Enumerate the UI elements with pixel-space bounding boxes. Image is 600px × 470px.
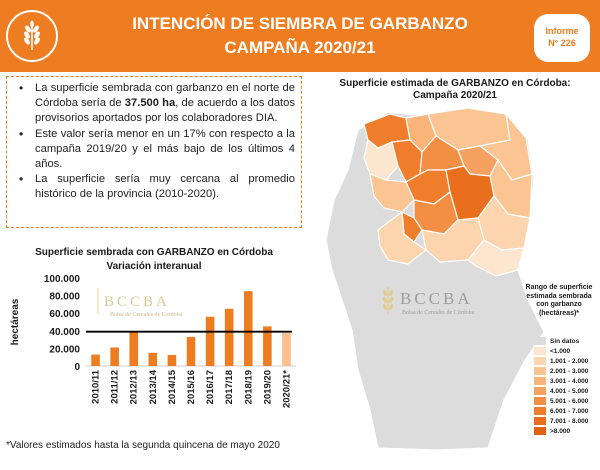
legend-title: Rango de superficie estimada sembrada co… xyxy=(525,284,593,317)
legend-item: 3.001 - 4.000 xyxy=(534,376,588,386)
map-watermark: BCCBA Bolsa de Cereales de Córdoba xyxy=(382,287,475,316)
map-watermark-text: BCCBA xyxy=(400,289,473,308)
summary-item: Este valor sería menor en un 17% con res… xyxy=(15,127,295,173)
legend-swatch xyxy=(534,397,546,405)
wheat-logo-icon xyxy=(6,10,58,62)
x-tick-label: 2014/15 xyxy=(167,369,178,404)
map-watermark-sub: Bolsa de Cereales de Córdoba xyxy=(402,310,475,316)
legend-label: 1.001 - 2.000 xyxy=(550,357,589,365)
summary-item: La superficie sembrada con garbanzo en e… xyxy=(15,81,295,127)
y-tick-label: 60.000 xyxy=(49,309,80,320)
y-tick-label: 0 xyxy=(74,362,80,373)
x-tick-label: 2010/11 xyxy=(91,369,102,404)
legend-swatch xyxy=(534,417,546,425)
y-tick-label: 80.000 xyxy=(49,292,80,303)
map-region-west-1 xyxy=(363,138,399,181)
legend-item: Sin datos xyxy=(534,336,588,346)
map-legend: Sin datos <1.000 1.001 - 2.000 2.001 - 3.00… xyxy=(534,336,588,436)
legend-item: 6.001 - 7.000 xyxy=(534,406,588,416)
legend-label: 3.001 - 4.000 xyxy=(550,377,589,385)
legend-item: 1.001 - 2.000 xyxy=(534,356,588,366)
legend-label: 7.001 - 8.000 xyxy=(550,417,589,425)
bar-2017/18 xyxy=(224,308,234,366)
chart-watermark-sub: Bolsa de Cereales de Córdoba xyxy=(110,312,183,318)
chart-title-line: Superficie sembrada con GARBANZO en Córd… xyxy=(35,247,273,258)
watermark-wheat-icon xyxy=(382,287,394,315)
legend-label: 4.001 - 5.000 xyxy=(550,387,589,395)
badge-label: Informe xyxy=(545,26,579,36)
report-badge: Informe N° 226 xyxy=(534,14,590,62)
summary-item: La superficie sería muy cercana al prome… xyxy=(15,172,295,202)
legend-swatch xyxy=(534,357,546,365)
legend-item: 5.001 - 6.000 xyxy=(534,396,588,406)
header-banner: INTENCIÓN DE SIEMBRA DE GARBANZO CAMPAÑA… xyxy=(0,0,600,72)
legend-label: 6.001 - 7.000 xyxy=(550,407,589,415)
legend-swatch xyxy=(534,367,546,375)
cordoba-map: BCCBA Bolsa de Cereales de Córdoba xyxy=(325,107,545,451)
map-region-south-west xyxy=(377,210,428,265)
x-tick-label: 2012/13 xyxy=(129,370,140,404)
footnote: *Valores estimados hasta la segunda quin… xyxy=(6,440,280,451)
chart-watermark-text: BCCBA xyxy=(104,294,170,310)
bar-2016/17 xyxy=(205,316,215,366)
x-tick-label: 2011/12 xyxy=(110,370,121,404)
legend-label: 5.001 - 6.000 xyxy=(550,397,589,405)
x-tick-label: 2019/20 xyxy=(262,370,273,404)
y-tick-label: 100.000 xyxy=(44,274,81,285)
y-axis-label: hectáreas xyxy=(10,298,21,345)
bar-2013/14 xyxy=(148,352,158,366)
bar-2014/15 xyxy=(167,355,177,366)
y-tick-label: 20.000 xyxy=(49,344,80,355)
summary-box: La superficie sembrada con garbanzo en e… xyxy=(6,76,302,228)
legend-item: <1.000 xyxy=(534,346,588,356)
map-title: Superficie estimada de GARBANZO en Córdo… xyxy=(320,78,590,102)
bar-2012/13 xyxy=(129,331,139,366)
bar-2011/12 xyxy=(110,347,119,366)
bar-2020/21* xyxy=(282,333,291,366)
legend-swatch xyxy=(534,407,546,415)
legend-swatch xyxy=(534,377,546,385)
bar-2015/16 xyxy=(186,336,196,366)
summary-list: La superficie sembrada con garbanzo en e… xyxy=(15,81,295,203)
bar-2010/11 xyxy=(91,354,100,366)
legend-label: 2.001 - 3.000 xyxy=(550,367,589,375)
legend-swatch xyxy=(534,427,546,435)
x-tick-label: 2017/18 xyxy=(224,370,235,404)
legend-label: <1.000 xyxy=(550,347,571,355)
legend-swatch xyxy=(534,387,546,395)
legend-item: >8.000 xyxy=(534,426,588,436)
x-tick-label: 2015/16 xyxy=(186,370,197,404)
bar-2019/20 xyxy=(263,326,272,366)
legend-item: 4.001 - 5.000 xyxy=(534,386,588,396)
page-title: INTENCIÓN DE SIEMBRA DE GARBANZO CAMPAÑA… xyxy=(80,12,520,60)
bar-chart-title: Superficie sembrada con GARBANZO en Córd… xyxy=(6,246,302,274)
map-title-line-2: Campaña 2020/21 xyxy=(413,90,497,101)
x-tick-label: 2016/17 xyxy=(205,370,216,404)
legend-swatch xyxy=(534,337,546,345)
x-tick-label: 2020/21* xyxy=(281,370,292,408)
title-line-1: INTENCIÓN DE SIEMBRA DE GARBANZO xyxy=(132,14,468,33)
badge-number: N° 226 xyxy=(548,38,576,48)
y-tick-label: 40.000 xyxy=(49,327,80,338)
legend-label: Sin datos xyxy=(550,337,580,345)
x-tick-label: 2013/14 xyxy=(148,369,159,404)
map-region-south-east xyxy=(467,239,525,277)
legend-swatch xyxy=(534,347,546,355)
map-region-west-2 xyxy=(369,173,415,213)
x-tick-label: 2018/19 xyxy=(243,370,254,404)
legend-item: 2.001 - 3.000 xyxy=(534,366,588,376)
chart-subtitle-line: Variación interanual xyxy=(106,261,202,272)
map-title-line-1: Superficie estimada de GARBANZO en Córdo… xyxy=(339,78,571,89)
bar-chart: BCCBA Bolsa de Cereales de Córdoba 0 20.000… xyxy=(10,274,296,408)
legend-label: >8.000 xyxy=(550,427,571,435)
title-line-2: CAMPAÑA 2020/21 xyxy=(224,38,376,57)
legend-item: 7.001 - 8.000 xyxy=(534,416,588,426)
bar-2018/19 xyxy=(243,291,253,366)
